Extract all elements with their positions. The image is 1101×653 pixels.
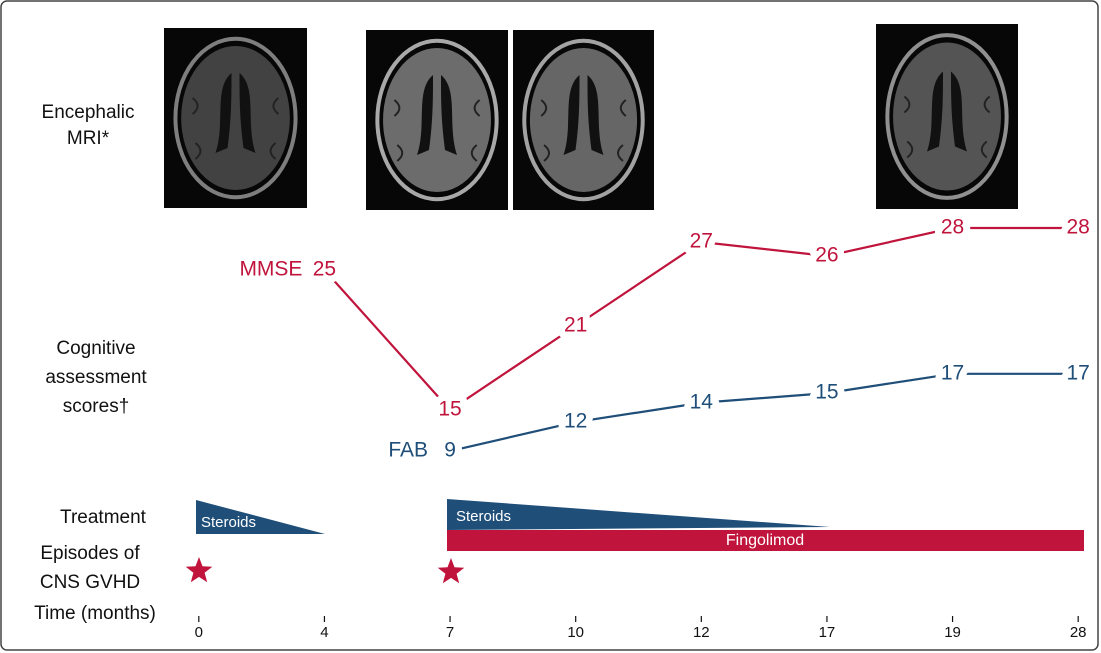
value-label: 21: [564, 314, 587, 337]
treatment-label: Steroids: [456, 508, 511, 525]
value-label: 25: [313, 258, 336, 281]
x-tick-label: 19: [944, 624, 961, 641]
value-label: 17: [1067, 361, 1090, 384]
mri-images: [164, 24, 1018, 210]
value-label: 17: [941, 361, 964, 384]
x-tick-label: 7: [446, 624, 454, 641]
treatment-label: Fingolimod: [726, 532, 804, 549]
row-label: Episodes of: [40, 543, 140, 564]
row-label: Cognitive: [56, 338, 135, 359]
x-tick-label: 0: [195, 624, 203, 641]
value-label: 9: [444, 439, 456, 462]
value-label: 14: [690, 390, 714, 413]
value-label: 27: [690, 230, 713, 253]
value-label: 15: [815, 381, 838, 404]
x-tick-label: 28: [1070, 624, 1087, 641]
figure: Encephalic MRI* Cognitive assessment sco…: [0, 0, 1101, 653]
mri-brain: [383, 48, 491, 192]
mri-brain: [893, 43, 1001, 191]
row-label: MRI*: [67, 128, 110, 149]
value-label: 28: [1067, 216, 1090, 239]
row-label: assessment: [45, 367, 147, 388]
row-label: Encephalic: [42, 102, 135, 123]
value-label: 12: [564, 410, 587, 433]
value-label: 28: [941, 216, 964, 239]
value-label: 15: [438, 398, 461, 421]
x-tick-label: 10: [567, 624, 584, 641]
row-label: Treatment: [60, 507, 147, 528]
x-axis-label: Time (months): [34, 603, 156, 624]
value-label: 26: [815, 244, 838, 267]
x-tick-label: 4: [320, 624, 328, 641]
mri-brain: [181, 46, 290, 190]
x-tick-label: 12: [693, 624, 710, 641]
mri-brain: [530, 48, 637, 192]
row-label: scores†: [63, 396, 130, 417]
series-name: FAB: [388, 439, 428, 462]
series-name: MMSE: [239, 258, 302, 281]
row-label: CNS GVHD: [40, 572, 140, 593]
x-tick-label: 17: [819, 624, 836, 641]
treatment-label: Steroids: [201, 514, 256, 531]
